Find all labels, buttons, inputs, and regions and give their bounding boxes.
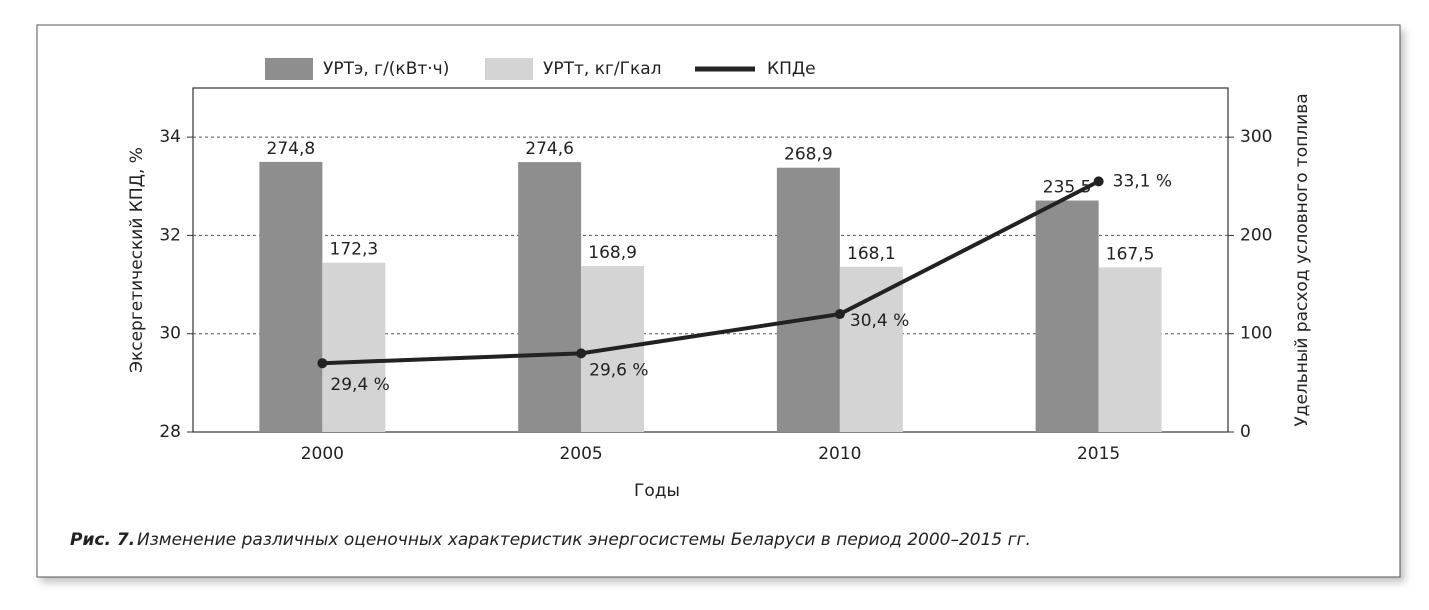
y-tick-label: 30 <box>159 324 181 344</box>
legend-swatch <box>485 58 533 80</box>
line-point <box>1093 176 1104 187</box>
x-tick-label: 2015 <box>1077 444 1120 464</box>
y2-tick-label: 200 <box>1240 225 1272 245</box>
line-point <box>576 348 587 359</box>
bar-value-label: 167,5 <box>1106 244 1155 264</box>
x-tick-label: 2000 <box>301 444 344 464</box>
y2-tick-label: 0 <box>1240 422 1251 442</box>
frame <box>36 24 1401 578</box>
line-value-label: 33,1 % <box>1113 171 1172 191</box>
bar <box>1098 267 1162 432</box>
bar-value-label: 168,1 <box>847 244 896 264</box>
legend-label: КПДе <box>767 59 816 79</box>
legend-swatch <box>265 58 313 80</box>
x-tick-label: 2010 <box>818 444 861 464</box>
y2-tick-label: 300 <box>1240 127 1272 147</box>
bar <box>1035 200 1099 432</box>
y-tick-label: 28 <box>159 422 181 442</box>
bar <box>518 162 582 432</box>
line-value-label: 29,4 % <box>330 375 389 395</box>
line-point <box>834 309 845 320</box>
y2-tick-label: 100 <box>1240 324 1272 344</box>
bar-value-label: 172,3 <box>330 240 379 260</box>
bar <box>776 167 840 432</box>
y2-axis-title: Удельный расход условного топлива <box>1292 93 1312 426</box>
y-tick-label: 32 <box>159 225 181 245</box>
legend-label: УРТэ, г/(кВт·ч) <box>323 59 449 79</box>
bar-value-label: 268,9 <box>784 145 833 165</box>
x-axis-title: Годы <box>634 481 680 501</box>
line <box>322 179 1100 366</box>
line-value-label: 29,6 % <box>589 360 648 380</box>
line-point <box>317 358 328 369</box>
bar-value-label: 274,8 <box>267 139 316 159</box>
caption: Изменение различных оценочных характерис… <box>137 530 1031 550</box>
bar <box>839 266 903 432</box>
caption-label: Рис. 7. <box>70 530 135 550</box>
legend-label: УРТт, кг/Гкал <box>543 59 662 79</box>
bar-value-label: 168,9 <box>588 243 637 263</box>
line-value-label: 30,4 % <box>850 311 909 331</box>
bar-value-label: 274,6 <box>525 139 574 159</box>
bar <box>322 262 386 432</box>
plot-area <box>192 87 1229 433</box>
y-tick-label: 34 <box>159 127 181 147</box>
y-axis-title: Эксергетический КПД, % <box>127 147 147 373</box>
x-tick-label: 2005 <box>559 444 602 464</box>
bar <box>259 161 323 432</box>
